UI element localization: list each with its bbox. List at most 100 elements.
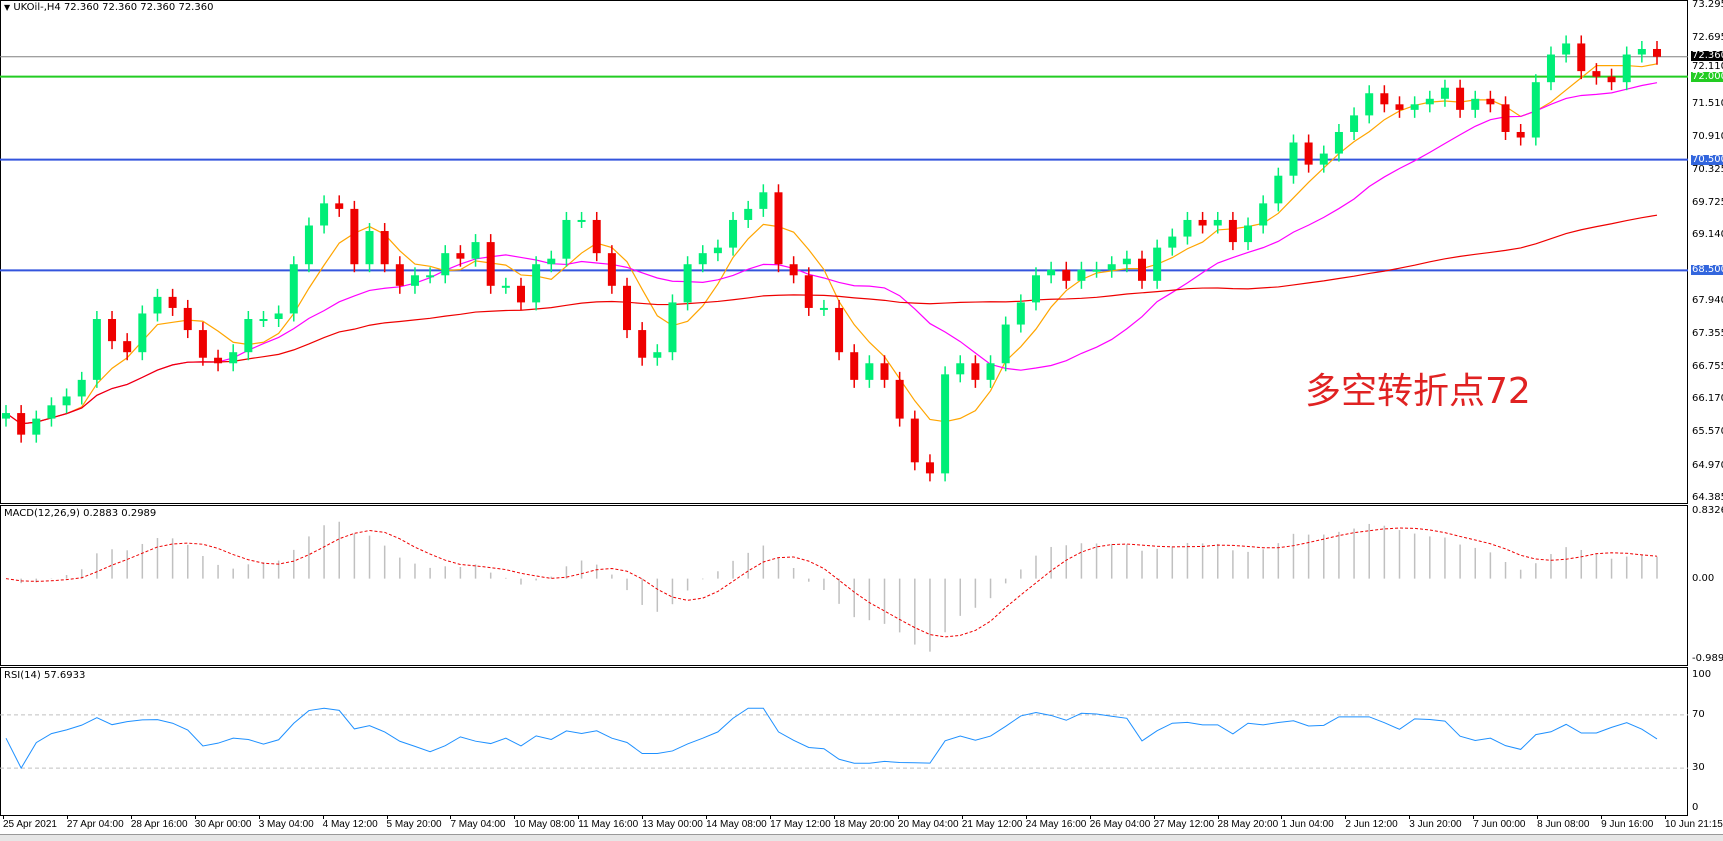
candle-body (1304, 142, 1313, 165)
candle-body (1350, 115, 1359, 132)
symbol-info: UKOil-,H4 72.360 72.360 72.360 72.360 (13, 2, 214, 13)
candle-body (32, 418, 41, 435)
candle-body (1092, 269, 1101, 272)
candle (244, 311, 253, 361)
candle-body (1031, 275, 1040, 303)
rsi-panel[interactable] (0, 667, 1688, 816)
candle-body (1440, 87, 1449, 99)
candle (1122, 250, 1131, 273)
time-tick-label: 4 May 12:00 (322, 819, 378, 830)
candle (1334, 123, 1343, 162)
candle (547, 250, 556, 273)
candle (668, 294, 677, 361)
candle-body (729, 219, 738, 248)
candle (2, 405, 10, 427)
candle-body (1319, 153, 1328, 165)
macd-label: MACD(12,26,9) 0.2883 0.2989 (4, 508, 157, 519)
time-tick-mark (1153, 815, 1155, 819)
price-tick-label: 67.940 (1692, 295, 1723, 307)
candle-body (865, 363, 874, 380)
candle (153, 288, 162, 322)
candle-body (77, 379, 86, 397)
time-tick-mark (642, 815, 644, 819)
time-tick-label: 5 May 20:00 (386, 819, 442, 830)
candle-body (380, 231, 389, 265)
candle (289, 256, 298, 322)
price-line-label: 70.500 (1691, 154, 1723, 165)
time-tick-label: 10 Jun 21:15 (1665, 819, 1723, 830)
price-tick-label: 64.385 (1692, 492, 1723, 503)
candle-body (638, 330, 647, 358)
candle-body (289, 264, 298, 314)
candle-body (1395, 104, 1404, 110)
candle-body (1183, 219, 1192, 237)
candle-body (1047, 269, 1056, 276)
candle-body (804, 275, 813, 308)
time-tick-mark (1281, 815, 1283, 819)
time-tick-label: 24 May 16:00 (1025, 819, 1087, 830)
main-price-panel[interactable] (0, 0, 1688, 504)
rsi-tick-label: 30 (1692, 762, 1705, 774)
candle (956, 355, 965, 383)
time-tick-mark (706, 815, 708, 819)
time-tick-label: 7 Jun 00:00 (1473, 819, 1526, 830)
candle-body (47, 405, 56, 419)
candle-body (17, 413, 26, 435)
time-tick-mark (1089, 815, 1091, 819)
candle-body (320, 203, 329, 226)
candle-body (895, 379, 904, 419)
candle-body (835, 307, 844, 353)
candle-body (304, 225, 313, 265)
candle-body (1607, 76, 1616, 83)
candle (713, 239, 722, 262)
candle (1319, 145, 1328, 173)
candle-body (123, 341, 132, 353)
candle (819, 299, 828, 316)
candle-body (183, 307, 192, 331)
time-tick-mark (1217, 815, 1219, 819)
candle (1637, 40, 1646, 63)
time-tick-label: 3 May 04:00 (258, 819, 314, 830)
candle (1501, 96, 1510, 140)
candle-body (910, 418, 919, 463)
candle (577, 211, 586, 228)
candle-body (1062, 269, 1071, 281)
time-tick-label: 28 Apr 16:00 (130, 819, 188, 830)
time-tick-label: 9 Jun 16:00 (1601, 819, 1654, 830)
candle (1471, 90, 1480, 118)
candle (1440, 79, 1449, 107)
candle (986, 355, 995, 388)
macd-panel[interactable] (0, 505, 1688, 666)
candle (835, 299, 844, 361)
candle-body (1592, 71, 1601, 77)
candle-body (214, 357, 223, 364)
candle (426, 267, 435, 284)
time-tick-label: 21 May 12:00 (961, 819, 1023, 830)
candle-body (410, 275, 419, 286)
candle (1562, 35, 1571, 63)
time-tick-label: 27 Apr 04:00 (66, 819, 124, 830)
rsi-label: RSI(14) 57.6933 (4, 670, 86, 681)
chart-tabs-bar[interactable] (0, 834, 1723, 841)
price-line-label: 72.360 (1691, 50, 1723, 61)
candle-body (577, 219, 586, 222)
candle (1107, 256, 1116, 278)
time-tick-mark (130, 815, 132, 819)
candle (1531, 74, 1540, 146)
candle (1622, 46, 1631, 91)
price-tick-label: 72.695 (1692, 32, 1723, 44)
time-tick-label: 11 May 16:00 (578, 819, 639, 830)
candle-body (1122, 258, 1131, 265)
candle (335, 195, 344, 217)
candle-body (713, 247, 722, 254)
candle-body (1153, 247, 1162, 281)
candle (471, 234, 480, 267)
candle (1365, 85, 1374, 124)
candle-body (592, 219, 601, 254)
macd-chart (5, 521, 1658, 652)
price-tick-label: 64.970 (1692, 459, 1723, 471)
candle-body (1425, 98, 1434, 105)
time-tick-mark (1409, 815, 1411, 819)
triangle-down-icon[interactable]: ▼ (4, 3, 11, 12)
candle (77, 371, 86, 405)
